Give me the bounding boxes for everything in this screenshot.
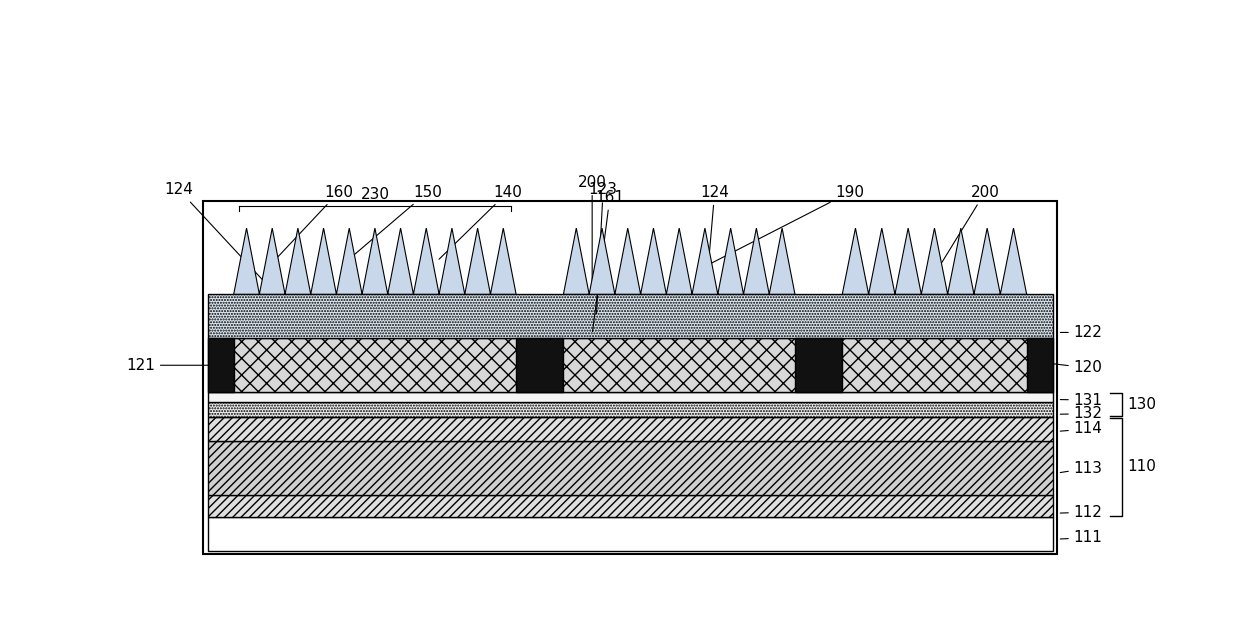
- Text: 132: 132: [1061, 406, 1103, 421]
- Text: 120: 120: [1046, 361, 1103, 375]
- Text: 230: 230: [361, 187, 389, 202]
- Text: 200: 200: [577, 175, 607, 282]
- Text: 200: 200: [935, 184, 1000, 272]
- Text: 131: 131: [1061, 392, 1103, 408]
- Text: 123: 123: [589, 183, 618, 314]
- Bar: [517, 338, 564, 392]
- Text: 160: 160: [270, 184, 353, 266]
- Text: 150: 150: [349, 184, 442, 259]
- Bar: [208, 338, 234, 392]
- Text: 113: 113: [1061, 460, 1103, 476]
- Text: 161: 161: [592, 190, 624, 331]
- Text: 124: 124: [165, 183, 265, 282]
- Bar: [203, 201, 1058, 554]
- Bar: [208, 294, 1053, 338]
- Text: 112: 112: [1061, 505, 1103, 520]
- Text: 140: 140: [439, 184, 522, 259]
- Polygon shape: [234, 228, 517, 294]
- Text: 190: 190: [705, 184, 865, 266]
- Text: 130: 130: [1127, 397, 1156, 412]
- Text: 111: 111: [1061, 530, 1103, 545]
- Polygon shape: [843, 228, 1027, 294]
- Text: 114: 114: [1061, 422, 1103, 436]
- Bar: [208, 417, 1053, 441]
- Bar: [795, 338, 843, 392]
- Text: 110: 110: [1127, 459, 1156, 474]
- Bar: [208, 402, 1053, 417]
- Bar: [208, 495, 1053, 517]
- Polygon shape: [564, 228, 795, 294]
- Bar: [208, 338, 1053, 392]
- Text: 124: 124: [700, 184, 729, 287]
- Text: 121: 121: [126, 358, 218, 373]
- Bar: [1027, 338, 1053, 392]
- Text: 122: 122: [1061, 325, 1103, 340]
- Bar: [208, 392, 1053, 402]
- Bar: [208, 441, 1053, 495]
- Bar: [208, 517, 1053, 551]
